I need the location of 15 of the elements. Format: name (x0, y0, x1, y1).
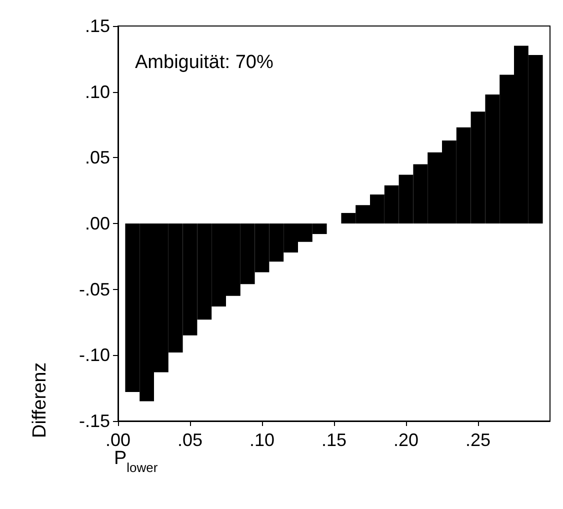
y-tick-label: .00 (84, 214, 110, 234)
annotation: Ambiguität: 70% (135, 52, 274, 73)
x-tick-label: .05 (177, 430, 203, 450)
y-tick-label: -.15 (78, 411, 110, 431)
x-tick-label: .10 (249, 430, 275, 450)
x-tick-label: .00 (105, 430, 131, 450)
y-tick-label: -.10 (78, 345, 110, 366)
x-tick-label: .15 (321, 430, 347, 450)
y-tick-label: .10 (84, 82, 110, 102)
y-tick-label: .15 (84, 16, 110, 36)
x-tick-label: .20 (393, 430, 419, 450)
x-tick-label: .25 (465, 430, 491, 450)
y-tick-label: -.05 (78, 279, 110, 300)
y-tick-label: .05 (84, 148, 110, 168)
y-axis-title: Differenz (30, 362, 50, 438)
